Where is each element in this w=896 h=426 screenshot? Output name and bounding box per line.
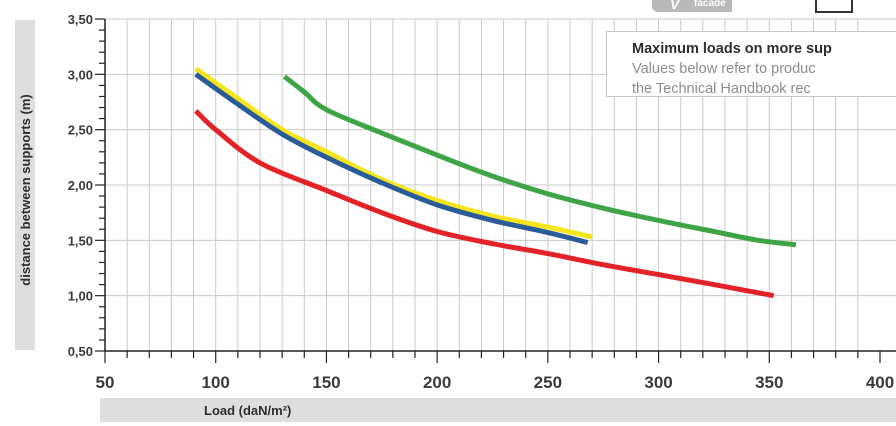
info-box: Maximum loads on more sup Values below r… <box>606 31 896 97</box>
logo-mark: V <box>670 0 680 12</box>
y-tick-label: 2,00 <box>68 178 93 193</box>
series-red <box>194 109 775 299</box>
x-tick-label: 200 <box>423 373 451 392</box>
series-blue <box>194 72 589 245</box>
y-tick-label: 1,00 <box>68 289 93 304</box>
x-tick-label: 50 <box>96 373 115 392</box>
y-tick-label: 0,50 <box>68 344 93 359</box>
axes <box>95 18 896 363</box>
brand-logo: V facade <box>652 0 732 12</box>
x-axis-title: Load (daN/m²) <box>204 403 291 418</box>
corner-frame <box>815 0 853 13</box>
y-tick-label: 2,50 <box>68 123 93 138</box>
x-axis-title-band <box>100 398 896 422</box>
x-tick-label: 400 <box>866 373 894 392</box>
y-axis-title: distance between supports (m) <box>18 94 33 285</box>
series-green <box>282 74 797 248</box>
data-series <box>194 66 797 299</box>
logo-word: facade <box>694 0 726 9</box>
x-tick-label: 250 <box>534 373 562 392</box>
y-axis-title-band <box>15 20 35 350</box>
info-box-line-2: the Technical Handbook rec <box>632 81 811 97</box>
y-tick-label: 3,50 <box>68 12 93 27</box>
x-tick-label: 100 <box>202 373 230 392</box>
x-tick-label: 150 <box>312 373 340 392</box>
y-tick-label: 3,00 <box>68 67 93 82</box>
info-box-title: Maximum loads on more sup <box>632 41 832 57</box>
x-tick-label: 350 <box>755 373 783 392</box>
tick-labels: 0,50 1,00 1,50 2,00 2,50 3,00 3,50 50 100 150 200 2… <box>68 12 895 392</box>
series-yellow <box>194 66 593 240</box>
y-tick-label: 1,50 <box>68 233 93 248</box>
info-box-line-1: Values below refer to produc <box>632 61 816 77</box>
x-tick-label: 300 <box>644 373 672 392</box>
